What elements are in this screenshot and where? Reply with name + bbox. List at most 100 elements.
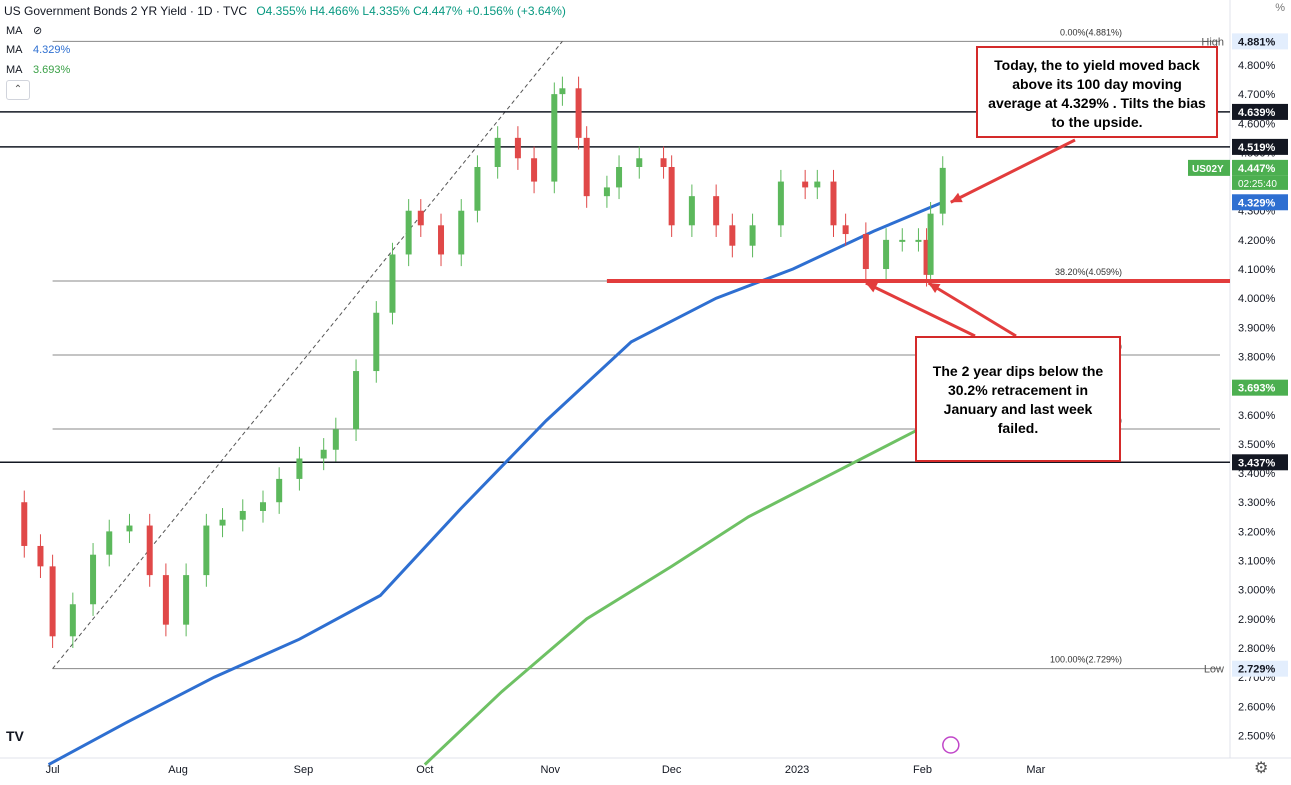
- collapse-indicators-button[interactable]: ⌃: [6, 80, 30, 100]
- candle-body: [814, 181, 821, 188]
- candle-body: [438, 225, 445, 255]
- candle-body: [259, 502, 266, 511]
- candle-body: [603, 187, 610, 197]
- price-label: 3.693%: [1238, 383, 1276, 395]
- candle-body: [616, 167, 623, 188]
- gear-icon[interactable]: ⚙: [1254, 760, 1269, 777]
- x-tick-label: Dec: [662, 764, 682, 776]
- y-tick-label: 2.600%: [1238, 701, 1276, 713]
- candle-body: [883, 239, 890, 270]
- eye-off-icon[interactable]: ⊘: [32, 25, 43, 37]
- candle-body: [405, 210, 412, 255]
- price-label-bg: [1232, 103, 1288, 120]
- y-tick-label: 3.500%: [1238, 439, 1276, 451]
- candle-body: [777, 181, 784, 226]
- candle-body: [636, 158, 643, 168]
- candle-body: [802, 181, 809, 188]
- candle-body: [219, 519, 226, 526]
- candle-body: [830, 181, 837, 226]
- candle-body: [842, 225, 849, 235]
- candle-body: [862, 234, 869, 270]
- ma-row-1[interactable]: MA ⊘: [6, 25, 43, 37]
- x-tick-label: Feb: [913, 764, 932, 776]
- candle-body: [353, 371, 360, 430]
- ohlc-values: O4.355% H4.466% L4.335% C4.447% +0.156% …: [256, 4, 566, 18]
- candle-body: [203, 525, 210, 576]
- y-tick-label: 3.400%: [1238, 468, 1276, 480]
- y-tick-label: 2.800%: [1238, 643, 1276, 655]
- x-tick-label: 2023: [785, 764, 809, 776]
- countdown-timer: 02:25:40: [1238, 179, 1277, 190]
- ma200-value: 3.693%: [32, 64, 71, 76]
- annotation-arrow-left-head: [865, 282, 878, 293]
- y-tick-label: 3.300%: [1238, 497, 1276, 509]
- ma-row-2[interactable]: MA 4.329%: [6, 44, 71, 56]
- candle-body: [899, 239, 906, 242]
- ma100-value: 4.329%: [32, 44, 71, 56]
- fib-level-label: 38.20%(4.059%): [1055, 267, 1122, 277]
- candle-body: [146, 525, 153, 576]
- y-tick-label: 2.900%: [1238, 614, 1276, 626]
- candle-body: [575, 88, 582, 138]
- symbol-tag-bg: [1188, 159, 1230, 176]
- y-tick-label: 4.700%: [1238, 89, 1276, 101]
- candle-body: [939, 167, 946, 214]
- candle-body: [239, 510, 246, 520]
- candle-body: [749, 225, 756, 246]
- candle-body: [49, 566, 56, 637]
- y-tick-label: 3.900%: [1238, 322, 1276, 334]
- price-label-bg: [1232, 454, 1288, 471]
- price-label-bg: [1232, 194, 1288, 211]
- x-tick-label: Aug: [168, 764, 188, 776]
- annotation-arrow-right-head: [928, 282, 941, 294]
- price-label: 4.519%: [1238, 142, 1276, 154]
- candle-body: [21, 502, 28, 546]
- ma-row-3[interactable]: MA 3.693%: [6, 64, 71, 76]
- y-tick-label: 3.100%: [1238, 556, 1276, 568]
- ma200-line: [423, 386, 944, 766]
- price-label-tag: High: [1201, 36, 1224, 48]
- candle-body: [729, 225, 736, 246]
- y-tick-label: 4.600%: [1238, 118, 1276, 130]
- candle-body: [320, 449, 327, 459]
- candle-body: [559, 88, 566, 95]
- y-tick-label: 4.200%: [1238, 235, 1276, 247]
- price-label-tag: Low: [1204, 664, 1224, 676]
- annotation-arrow-top: [950, 138, 1076, 204]
- candle-body: [69, 604, 76, 637]
- candle-body: [915, 239, 922, 242]
- candle-body: [927, 213, 934, 275]
- ma100-line: [47, 200, 944, 766]
- candle-body: [296, 458, 303, 479]
- candle-body: [276, 478, 283, 503]
- annotation-arrow-right: [927, 281, 1017, 338]
- y-tick-label: 3.000%: [1238, 585, 1276, 597]
- lightning-icon: [942, 736, 960, 754]
- candle-body: [90, 554, 97, 605]
- fib-level-label: 0.00%(4.881%): [1060, 27, 1122, 37]
- annotation-box-bottom: The 2 year dips below the 30.2% retracem…: [915, 336, 1121, 462]
- candle-body: [332, 429, 339, 450]
- fib-level-label: 100.00%(2.729%): [1050, 655, 1122, 665]
- price-label: 4.881%: [1238, 36, 1276, 48]
- candle-body: [531, 158, 538, 182]
- candle-body: [688, 196, 695, 226]
- candle-body: [660, 158, 667, 168]
- candle-body: [389, 254, 396, 313]
- x-tick-label: Nov: [540, 764, 560, 776]
- candle-body: [458, 210, 465, 255]
- candle-body: [494, 137, 501, 168]
- tradingview-logo[interactable]: TV: [6, 728, 24, 744]
- x-tick-label: Sep: [294, 764, 314, 776]
- price-label: 4.639%: [1238, 107, 1276, 119]
- price-label: 3.437%: [1238, 457, 1276, 469]
- price-label-bg: [1232, 138, 1288, 155]
- candle-body: [551, 94, 558, 182]
- candle-body: [713, 196, 720, 226]
- y-tick-label: 3.200%: [1238, 526, 1276, 538]
- candle-body: [583, 137, 590, 197]
- annotation-arrow-top-head: [950, 192, 963, 203]
- y-tick-label: 3.800%: [1238, 351, 1276, 363]
- percent-toggle[interactable]: %: [1275, 2, 1285, 14]
